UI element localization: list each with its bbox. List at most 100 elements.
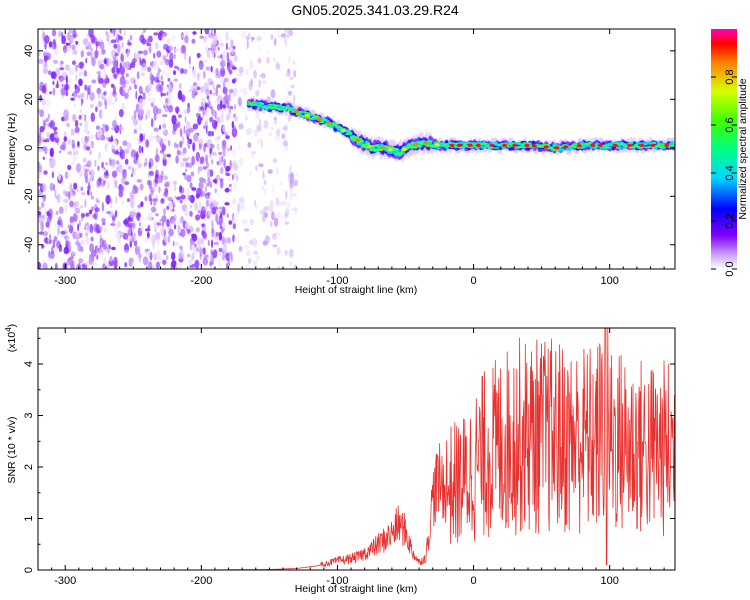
spectrogram-noise-mark — [271, 211, 275, 221]
spectrogram-noise-mark — [115, 231, 121, 240]
spectrogram-noise-mark — [110, 204, 113, 209]
spectrogram-noise-mark — [102, 79, 107, 88]
spectrogram-noise-mark — [138, 50, 143, 54]
spectrogram-noise-mark — [69, 200, 74, 208]
spectrogram-noise-mark — [68, 67, 74, 76]
spectrogram-noise-mark — [293, 94, 296, 103]
spectrogram-noise-mark — [186, 229, 191, 235]
spectrogram-noise-mark — [103, 91, 107, 96]
spectrogram-ridge-mark — [545, 143, 551, 146]
spectrogram-ridge-mark — [333, 124, 338, 126]
spectrogram-noise-mark — [78, 258, 84, 264]
spectrogram-noise-mark — [97, 165, 100, 171]
spectrogram-noise-mark — [225, 172, 231, 177]
spectrogram-noise-mark — [110, 135, 113, 142]
spectrogram-noise-mark — [43, 55, 48, 62]
spectrogram-ridge-mark — [359, 139, 364, 143]
spectrogram-noise-mark — [281, 200, 287, 206]
spectrogram-noise-mark — [73, 182, 78, 190]
spectrogram-noise-mark — [126, 51, 129, 58]
spectrogram-noise-mark — [118, 125, 124, 132]
spectrogram-ridge-mark — [271, 103, 276, 107]
spectrogram-noise-mark — [187, 259, 193, 266]
spectrogram-ridge-mark — [282, 109, 288, 111]
spectrogram-noise-mark — [173, 183, 177, 192]
spectrogram-noise-mark — [107, 244, 110, 255]
spectrogram-noise-mark — [212, 249, 218, 259]
spectrogram-noise-mark — [162, 55, 167, 62]
spectrogram-noise-mark — [161, 69, 165, 75]
spectrogram-noise-mark — [67, 151, 72, 155]
spectrogram-noise-mark — [185, 121, 191, 130]
spectrogram-noise-mark — [150, 187, 154, 196]
spectrogram-ridge-mark — [671, 143, 675, 145]
spectrogram-noise-mark — [52, 38, 56, 46]
spectrogram-noise-mark — [289, 172, 295, 182]
spectrogram-noise-mark — [191, 239, 193, 244]
spectrogram-peak-mark — [401, 148, 407, 152]
spectrogram-noise-mark — [199, 35, 205, 39]
spectrogram-noise-mark — [177, 90, 183, 100]
spectrogram-noise-mark — [228, 109, 232, 119]
spectrogram-noise-mark — [291, 207, 298, 212]
spectrogram-noise-mark — [77, 223, 79, 232]
spectrogram-noise-mark — [148, 134, 153, 143]
spectrogram-noise-mark — [271, 126, 274, 130]
spectrogram-ridge-mark — [351, 135, 356, 138]
spectrogram-noise-mark — [150, 118, 154, 128]
spectrogram-noise-mark — [68, 29, 73, 34]
spectrogram-noise-mark — [232, 78, 236, 84]
spectrogram-noise-mark — [104, 56, 107, 65]
spectrogram-noise-mark — [44, 82, 47, 87]
spectrogram-noise-mark — [172, 240, 175, 247]
spectrogram-peak-mark — [467, 143, 473, 147]
spectrogram-noise-mark — [66, 122, 70, 128]
spectrogram-noise-mark — [116, 67, 121, 75]
spectrogram-noise-mark — [49, 91, 53, 95]
spectrogram-noise-mark — [163, 207, 166, 216]
spectrogram-noise-mark — [62, 189, 67, 196]
spectrogram-noise-mark — [161, 114, 168, 118]
spectrogram-noise-mark — [125, 83, 129, 89]
spectrogram-noise-mark — [51, 29, 57, 37]
spectrogram-noise-mark — [196, 86, 201, 91]
spectrogram-ridge-mark — [602, 145, 608, 148]
spectrogram-noise-mark — [68, 138, 72, 144]
spectrogram-noise-mark — [216, 84, 221, 88]
spectrogram-noise-mark — [250, 218, 254, 226]
spectrogram-noise-mark — [195, 214, 201, 221]
spectrogram-noise-mark — [102, 221, 106, 226]
spectrogram-noise-mark — [214, 188, 217, 194]
spectrogram-noise-mark — [65, 114, 69, 122]
spectrogram-noise-mark — [153, 200, 157, 206]
spectrogram-noise-mark — [111, 67, 115, 74]
spectrogram-noise-mark — [257, 57, 262, 64]
spectrogram-noise-mark — [110, 198, 113, 205]
spectrogram-ridge-mark — [498, 145, 503, 151]
spectrogram-noise-mark — [55, 36, 57, 41]
spectrogram-noise-mark — [287, 177, 290, 182]
spectrogram-noise-mark — [154, 41, 159, 50]
x-tick-label: -200 — [190, 575, 212, 587]
spectrogram-noise-mark — [162, 259, 167, 265]
spectrogram-noise-mark — [103, 227, 108, 233]
spectrogram-ridge-mark — [548, 146, 554, 149]
spectrogram-peak-mark — [423, 141, 429, 145]
spectrogram-noise-mark — [214, 110, 217, 120]
spectrogram-noise-mark — [97, 100, 102, 108]
spectrogram-noise-mark — [272, 244, 278, 248]
y-tick-label: 4 — [23, 361, 35, 367]
spectrogram-noise-mark — [47, 113, 50, 120]
spectrogram-noise-mark — [109, 211, 114, 218]
spectrogram-noise-mark — [92, 37, 98, 44]
spectrogram-noise-mark — [219, 67, 226, 77]
spectrogram-noise-mark — [172, 48, 178, 54]
spectrogram-noise-mark — [276, 212, 282, 218]
spectrogram-noise-mark — [286, 201, 291, 209]
spectrogram-noise-mark — [212, 151, 217, 156]
spectrogram-peak-mark — [449, 143, 455, 147]
spectrogram-peak-mark — [294, 109, 300, 113]
spectrogram-noise-mark — [54, 134, 60, 139]
spectrogram-noise-mark — [214, 121, 217, 131]
spectrogram-noise-mark — [240, 202, 245, 211]
